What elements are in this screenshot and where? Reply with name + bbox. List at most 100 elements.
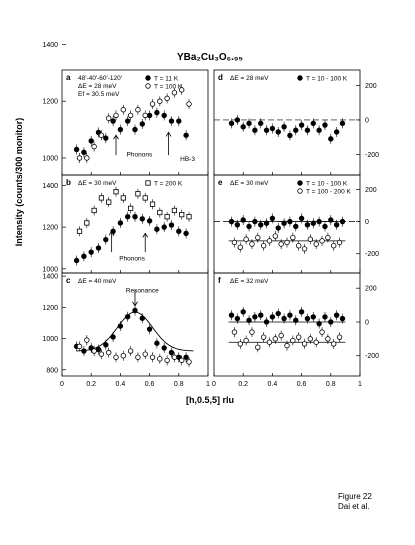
data-point [161,224,167,230]
x-tick-label: 0 [212,381,216,388]
data-point [91,348,97,354]
x-tick-label: 0.2 [86,381,96,388]
x-tick-label: 0.8 [174,381,184,388]
data-point [281,315,287,322]
data-point [179,357,185,364]
data-point [266,339,273,345]
panel-c: 800 1000 1200 1400 0 0.2 0.4 0.6 0.8 1 c ΔE = 40 me… [42,272,210,388]
panel-note: ΔE = 28 meV [78,83,117,90]
annotation: Resonance [126,288,159,295]
data-point [263,220,270,226]
data-point [290,234,296,241]
data-point [127,112,134,119]
data-point [164,95,170,102]
data-point [260,242,267,249]
data-point [132,126,138,133]
data-point [76,343,83,350]
data-point [73,146,80,153]
series [231,231,343,254]
y-tick-label: 200 [365,286,377,293]
data-point [310,314,316,320]
data-point [339,315,346,322]
data-point [252,218,258,225]
data-point [95,346,102,353]
series [76,186,192,237]
legend-marker [145,180,151,186]
data-point [272,336,279,342]
data-point [307,336,314,342]
data-point [120,107,127,113]
data-point [260,334,267,340]
data-point [228,312,235,318]
series [231,327,343,353]
y-tick-label: 1400 [42,42,58,49]
data-point [319,329,325,335]
data-point [132,214,138,220]
data-point [157,98,163,104]
data-point [240,217,246,223]
data-point [293,317,299,323]
series [228,114,346,144]
data-point [325,234,331,241]
data-point [135,191,141,197]
data-point [293,223,299,230]
data-point [287,312,293,318]
annotation: Phonons [127,152,153,159]
y-tick-label: 200 [365,83,377,90]
x-tick-label: 0.4 [116,381,126,388]
data-point [234,315,241,322]
arrow-head [142,232,149,238]
data-point [168,349,175,356]
data-point [249,241,255,247]
data-point [298,215,305,222]
data-point [161,345,167,351]
data-point [336,239,343,246]
data-point [263,127,270,133]
x-tick-label: 0.6 [297,381,307,388]
data-point [275,129,281,135]
data-point [325,336,331,342]
data-point [252,127,258,133]
data-point [154,109,160,116]
panel-note: ΔE = 28 meV [230,75,269,82]
x-tick-label: 0.4 [268,381,278,388]
arrow-head [113,134,119,140]
data-point [183,230,189,237]
data-point [91,207,97,214]
data-point [322,314,328,320]
data-point [328,319,334,325]
series [73,305,189,363]
data-point [278,332,284,339]
data-point [128,205,134,211]
y-tick-label: 1400 [42,274,58,281]
data-point [149,101,156,107]
data-point [124,313,131,320]
y-tick-label: 800 [46,367,58,374]
series [73,107,189,158]
data-point [275,225,281,231]
data-point [298,309,305,315]
data-point [154,226,160,232]
data-point [272,233,279,239]
data-point [171,354,178,360]
panel-label: a [66,73,71,82]
y-tick-label: 1000 [42,336,58,343]
data-point [269,125,276,132]
data-point [106,349,112,356]
data-point [295,242,302,249]
data-point [322,122,328,128]
data-point [319,238,325,244]
data-point [120,353,127,359]
data-point [176,228,182,234]
data-point [103,342,109,348]
data-point [231,329,238,335]
data-point [149,354,156,360]
data-point [73,257,80,264]
panel-note: ΔE = 30 meV [78,180,117,187]
legend-label: T = 10 - 100 K [306,76,348,83]
data-point [281,220,287,226]
y-axis-label: Intensity (counts/300 monitor) [14,118,24,247]
data-point [117,323,124,329]
data-point [106,115,112,121]
data-point [183,354,189,360]
